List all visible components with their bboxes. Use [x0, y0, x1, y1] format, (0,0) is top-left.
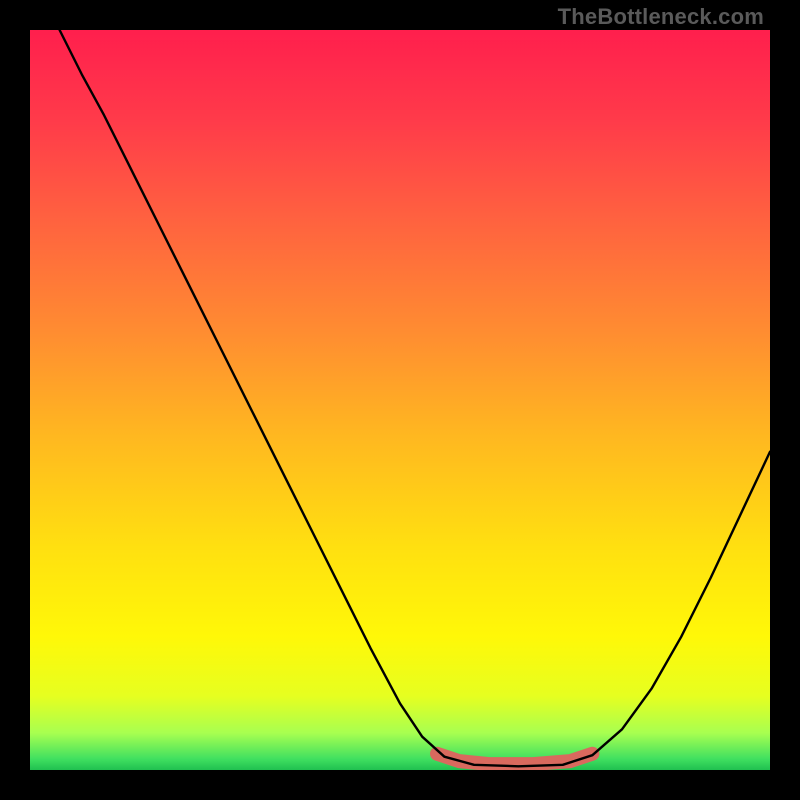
gradient-background [0, 0, 800, 800]
bottleneck-chart: TheBottleneck.com [0, 0, 800, 800]
watermark-label: TheBottleneck.com [558, 4, 764, 30]
